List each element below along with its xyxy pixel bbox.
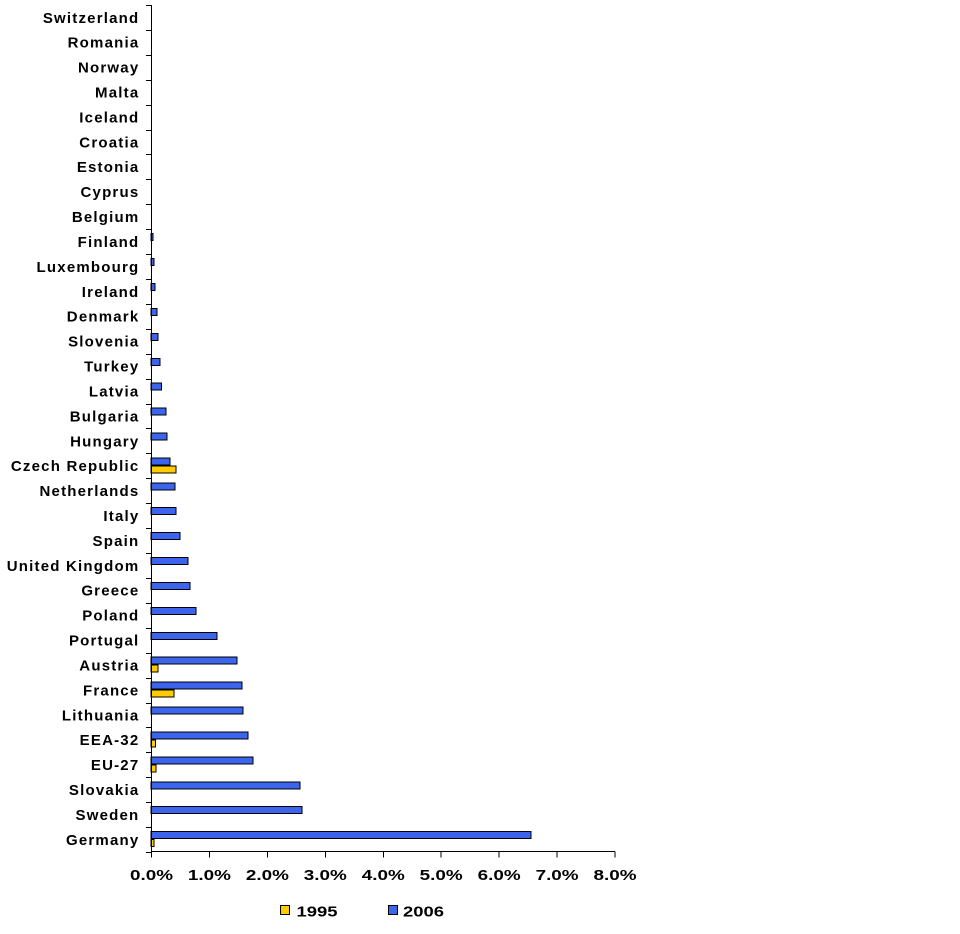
svg-text:3.0%: 3.0% xyxy=(304,867,347,884)
svg-text:EU-27: EU-27 xyxy=(91,757,140,774)
svg-text:2.0%: 2.0% xyxy=(246,867,289,884)
svg-text:Germany: Germany xyxy=(66,832,139,849)
svg-text:Luxembourg: Luxembourg xyxy=(37,259,140,276)
svg-text:Greece: Greece xyxy=(81,583,139,600)
svg-text:Norway: Norway xyxy=(78,60,139,77)
svg-text:Croatia: Croatia xyxy=(79,134,139,151)
svg-text:2006: 2006 xyxy=(403,904,444,921)
svg-text:Austria: Austria xyxy=(79,658,139,675)
svg-text:France: France xyxy=(83,682,139,699)
svg-text:Latvia: Latvia xyxy=(89,383,140,400)
svg-text:Cyprus: Cyprus xyxy=(81,184,140,201)
svg-text:0.0%: 0.0% xyxy=(130,867,173,884)
svg-text:Ireland: Ireland xyxy=(82,284,140,301)
svg-text:Sweden: Sweden xyxy=(76,807,140,824)
svg-text:Hungary: Hungary xyxy=(70,433,139,450)
svg-text:Estonia: Estonia xyxy=(77,159,140,176)
svg-text:5.0%: 5.0% xyxy=(420,867,463,884)
svg-text:6.0%: 6.0% xyxy=(478,867,521,884)
svg-text:Czech Republic: Czech Republic xyxy=(11,458,140,475)
svg-text:Slovenia: Slovenia xyxy=(68,334,139,351)
svg-text:Denmark: Denmark xyxy=(67,309,140,326)
svg-text:Slovakia: Slovakia xyxy=(69,782,139,799)
svg-text:Bulgaria: Bulgaria xyxy=(70,408,140,425)
svg-text:Netherlands: Netherlands xyxy=(40,483,140,500)
svg-text:Spain: Spain xyxy=(93,533,140,550)
svg-text:Lithuania: Lithuania xyxy=(62,707,139,724)
svg-text:Iceland: Iceland xyxy=(79,109,139,126)
svg-text:7.0%: 7.0% xyxy=(536,867,579,884)
svg-text:Italy: Italy xyxy=(103,508,139,525)
svg-text:Romania: Romania xyxy=(68,35,140,52)
svg-text:Portugal: Portugal xyxy=(69,633,139,650)
svg-text:Malta: Malta xyxy=(95,85,139,102)
svg-text:Belgium: Belgium xyxy=(72,209,140,226)
svg-text:EEA-32: EEA-32 xyxy=(80,732,140,749)
svg-text:United Kingdom: United Kingdom xyxy=(7,558,140,575)
svg-text:4.0%: 4.0% xyxy=(362,867,405,884)
svg-text:1995: 1995 xyxy=(297,904,338,921)
svg-text:Finland: Finland xyxy=(78,234,140,251)
svg-text:Poland: Poland xyxy=(82,608,139,625)
svg-text:8.0%: 8.0% xyxy=(594,867,637,884)
svg-text:1.0%: 1.0% xyxy=(188,867,231,884)
svg-text:Switzerland: Switzerland xyxy=(43,10,140,27)
svg-text:Turkey: Turkey xyxy=(84,359,139,376)
